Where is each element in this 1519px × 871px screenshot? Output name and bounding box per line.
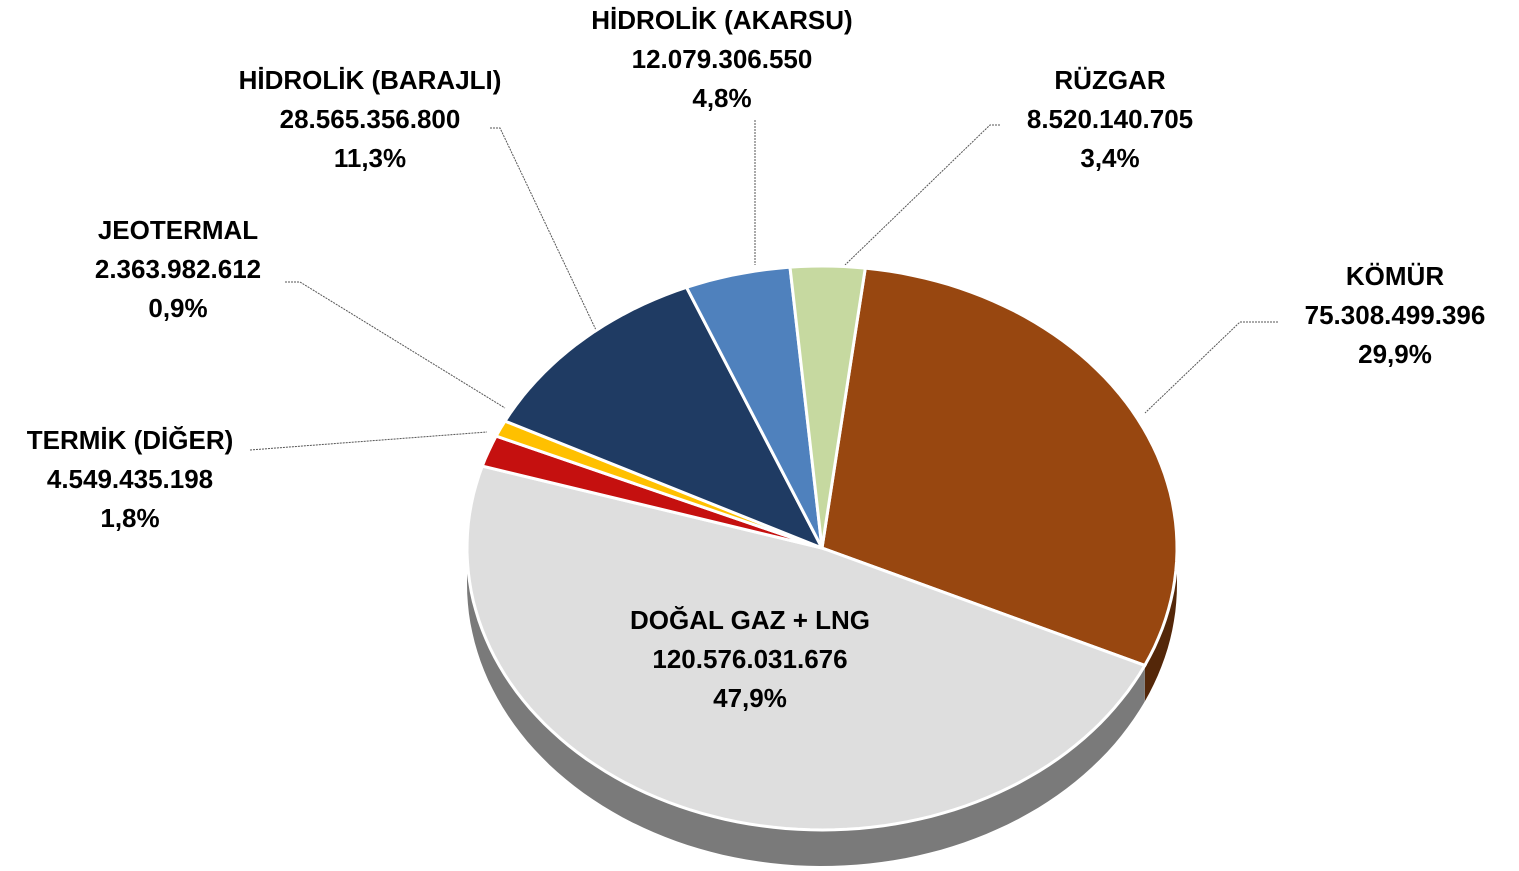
slice-label: DOĞAL GAZ + LNG	[630, 605, 870, 635]
pie-tops	[465, 264, 1179, 832]
slice-label: HİDROLİK (AKARSU)	[591, 5, 852, 35]
percent-label: 3,4%	[1080, 143, 1139, 173]
value-label: 2.363.982.612	[95, 254, 261, 284]
slice-label: RÜZGAR	[1054, 65, 1165, 95]
value-label: 28.565.356.800	[280, 104, 461, 134]
percent-label: 1,8%	[100, 503, 159, 533]
value-label: 12.079.306.550	[632, 44, 813, 74]
slice-label: TERMİK (DİĞER)	[27, 425, 234, 455]
leader-line	[249, 431, 488, 451]
slice-label: JEOTERMAL	[98, 215, 258, 245]
percent-label: 47,9%	[713, 683, 787, 713]
percent-label: 0,9%	[148, 293, 207, 323]
slice-label: KÖMÜR	[1346, 261, 1444, 291]
slice-side	[1144, 548, 1177, 702]
leader-lines	[249, 120, 1278, 451]
slice	[788, 264, 868, 549]
slice-label: HİDROLİK (BARAJLI)	[239, 65, 502, 95]
slice	[684, 265, 824, 549]
value-label: 8.520.140.705	[1027, 104, 1193, 134]
leader-line	[490, 127, 597, 331]
slice	[820, 266, 1179, 668]
percent-label: 4,8%	[692, 83, 751, 113]
value-label: 120.576.031.676	[652, 644, 847, 674]
value-label: 75.308.499.396	[1305, 300, 1486, 330]
pie-sides	[467, 548, 1177, 866]
leader-line	[285, 281, 506, 409]
slice	[502, 285, 826, 551]
leader-line	[844, 124, 1000, 266]
percent-label: 11,3%	[334, 143, 406, 173]
slice	[465, 464, 1148, 832]
percent-label: 29,9%	[1358, 339, 1432, 369]
leader-line	[1144, 321, 1278, 414]
value-label: 4.549.435.198	[47, 464, 213, 494]
